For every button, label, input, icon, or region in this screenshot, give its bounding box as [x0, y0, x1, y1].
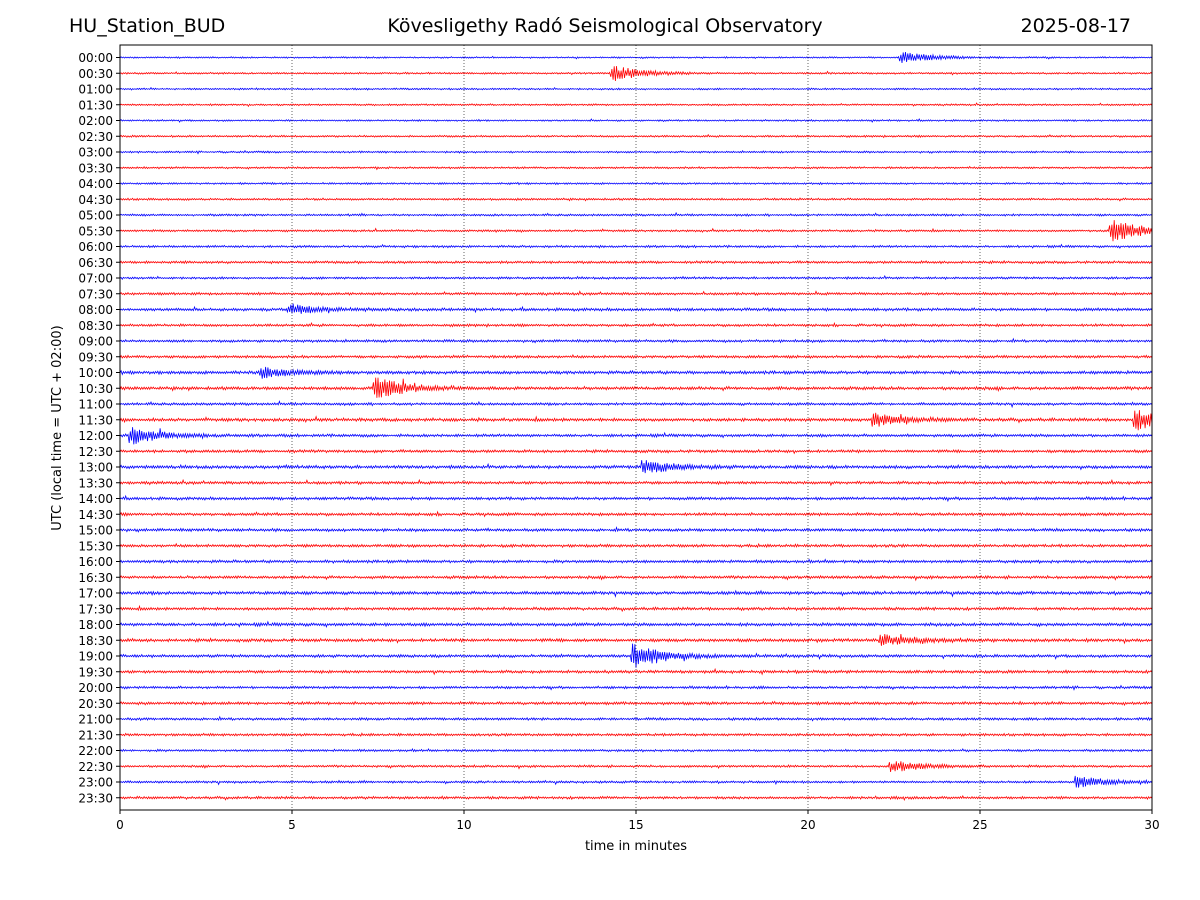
y-tick-label: 11:00: [78, 398, 113, 412]
y-tick-label: 05:00: [78, 209, 113, 223]
y-tick-label: 01:00: [78, 83, 113, 97]
trace-1900: [119, 643, 1153, 668]
trace-2030: [119, 700, 1153, 707]
y-tick-label: 16:00: [78, 555, 113, 569]
trace-1200: [119, 427, 1153, 445]
x-tick-label: 15: [628, 818, 643, 832]
y-tick-label: 06:30: [78, 256, 113, 270]
y-tick-label: 11:30: [78, 413, 113, 427]
y-tick-label: 02:00: [78, 114, 113, 128]
y-tick-label: 21:00: [78, 713, 113, 727]
trace-1830: [119, 634, 1153, 646]
y-tick-label: 01:30: [78, 98, 113, 112]
y-tick-label: 09:00: [78, 335, 113, 349]
trace-0230: [119, 133, 1153, 139]
y-tick-label: 05:30: [78, 224, 113, 238]
vertical-gridlines: [291, 45, 981, 810]
y-tick-label: 22:00: [78, 744, 113, 758]
y-tick-label: 19:30: [78, 665, 113, 679]
trace-1630: [119, 574, 1153, 582]
y-tick-label: 14:00: [78, 492, 113, 506]
trace-1000: [119, 366, 1153, 379]
x-tick-label: 30: [1144, 818, 1159, 832]
trace-0300: [119, 149, 1153, 155]
y-tick-label: 09:30: [78, 350, 113, 364]
y-tick-label: 00:00: [78, 51, 113, 65]
trace-0530: [119, 220, 1153, 242]
x-tick-label: 25: [972, 818, 987, 832]
y-tick-label: 07:30: [78, 287, 113, 301]
y-tick-label: 15:30: [78, 539, 113, 553]
trace-0830: [119, 321, 1153, 329]
y-tick-label: 02:30: [78, 130, 113, 144]
y-tick-label: 21:30: [78, 728, 113, 742]
y-tick-label: 08:00: [78, 303, 113, 317]
trace-1400: [119, 494, 1153, 503]
y-tick-label: 06:00: [78, 240, 113, 254]
trace-0100: [119, 86, 1153, 91]
y-tick-label: 23:30: [78, 791, 113, 805]
chart-date: 2025-08-17: [1020, 15, 1131, 37]
y-tick-label: 03:00: [78, 146, 113, 160]
y-tick-label: 22:30: [78, 760, 113, 774]
y-tick-label: 14:30: [78, 508, 113, 522]
x-axis-label: time in minutes: [585, 839, 687, 854]
y-tick-label: 18:30: [78, 634, 113, 648]
trace-1500: [119, 526, 1153, 533]
trace-2230: [119, 761, 1153, 773]
chart-title: Kövesligethy Radó Seismological Observat…: [387, 15, 823, 37]
y-tick-label: 20:00: [78, 681, 113, 695]
y-tick-label: 17:30: [78, 602, 113, 616]
trace-1230: [119, 448, 1153, 455]
y-tick-label: 19:00: [78, 650, 113, 664]
trace-2000: [119, 684, 1153, 691]
x-axis-ticks: 0 5 10 15 20 25 30: [116, 810, 1160, 832]
y-tick-label: 17:00: [78, 587, 113, 601]
y-tick-label: 03:30: [78, 161, 113, 175]
trace-1030: [119, 377, 1153, 398]
trace-1430: [119, 510, 1153, 518]
trace-0800: [119, 303, 1153, 314]
y-tick-label: 20:30: [78, 697, 113, 711]
x-tick-label: 5: [288, 818, 296, 832]
trace-2330: [119, 794, 1153, 801]
y-tick-label: 13:00: [78, 461, 113, 475]
x-tick-label: 10: [456, 818, 471, 832]
y-tick-label: 23:00: [78, 776, 113, 790]
y-tick-label: 15:00: [78, 524, 113, 538]
y-tick-label: 07:00: [78, 272, 113, 286]
x-tick-label: 0: [116, 818, 124, 832]
station-name: HU_Station_BUD: [69, 15, 226, 37]
y-tick-label: 18:00: [78, 618, 113, 632]
y-tick-label: 08:30: [78, 319, 113, 333]
trace-0430: [119, 197, 1153, 202]
trace-0400: [119, 181, 1153, 186]
y-tick-label: 12:30: [78, 445, 113, 459]
y-tick-label: 04:30: [78, 193, 113, 207]
y-tick-label: 12:00: [78, 429, 113, 443]
y-tick-label: 04:00: [78, 177, 113, 191]
trace-0500: [119, 211, 1153, 218]
y-tick-label: 10:30: [78, 382, 113, 396]
y-tick-label: 16:30: [78, 571, 113, 585]
y-tick-label: 00:30: [78, 67, 113, 81]
trace-0630: [119, 259, 1153, 265]
trace-0900: [119, 337, 1153, 344]
trace-2300: [119, 775, 1153, 788]
y-tick-label: 13:30: [78, 476, 113, 490]
x-tick-label: 20: [800, 818, 815, 832]
y-axis-label: UTC (local time = UTC + 02:00): [50, 325, 65, 530]
y-tick-label: 10:00: [78, 366, 113, 380]
